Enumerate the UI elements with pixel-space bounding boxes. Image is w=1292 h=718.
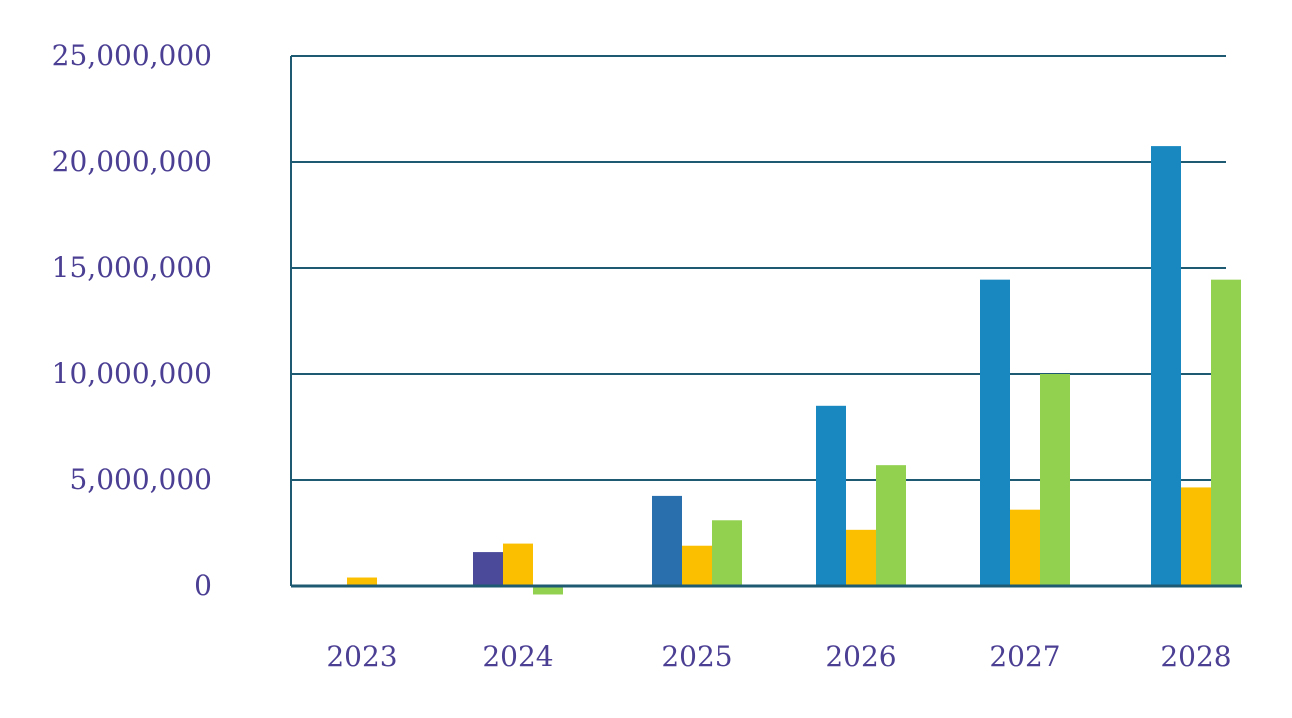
tick-labels: 0 5,000,000 10,000,000 15,000,000 20,000,000… (52, 39, 1232, 673)
x-tick-label: 2023 (326, 640, 397, 673)
bar-2026-series-2 (846, 529, 876, 586)
bars (347, 146, 1241, 595)
gridlines (291, 55, 1226, 481)
y-tick-label: 10,000,000 (52, 357, 212, 390)
x-tick-label: 2028 (1160, 640, 1231, 673)
x-tick-label: 2025 (661, 640, 732, 673)
y-tick-label: 5,000,000 (69, 463, 212, 496)
bar-2024-series-3 (533, 586, 563, 595)
bar-2026-series-3 (876, 465, 906, 586)
y-tick-label: 25,000,000 (52, 39, 212, 72)
bar-2025-series-1 (652, 495, 682, 586)
x-tick-label: 2027 (989, 640, 1060, 673)
bar-2024-series-1 (473, 552, 503, 586)
bar-2025-series-2 (682, 545, 712, 586)
bar-2025-series-3 (712, 520, 742, 586)
bar-2027-series-1 (980, 279, 1010, 586)
bar-2023-series-2 (347, 577, 377, 586)
bar-2028-series-3 (1211, 279, 1241, 586)
bar-2026-series-1 (816, 405, 846, 586)
x-tick-label: 2026 (825, 640, 896, 673)
bar-2028-series-1 (1151, 146, 1181, 586)
x-tick-label: 2024 (482, 640, 553, 673)
y-tick-label: 20,000,000 (52, 145, 212, 178)
bar-2027-series-2 (1010, 509, 1040, 586)
bar-2024-series-2 (503, 543, 533, 586)
y-tick-label: 15,000,000 (52, 251, 212, 284)
bar-2028-series-2 (1181, 487, 1211, 586)
y-tick-label: 0 (194, 569, 212, 602)
bar-2027-series-3 (1040, 374, 1070, 586)
axes (290, 56, 1242, 588)
